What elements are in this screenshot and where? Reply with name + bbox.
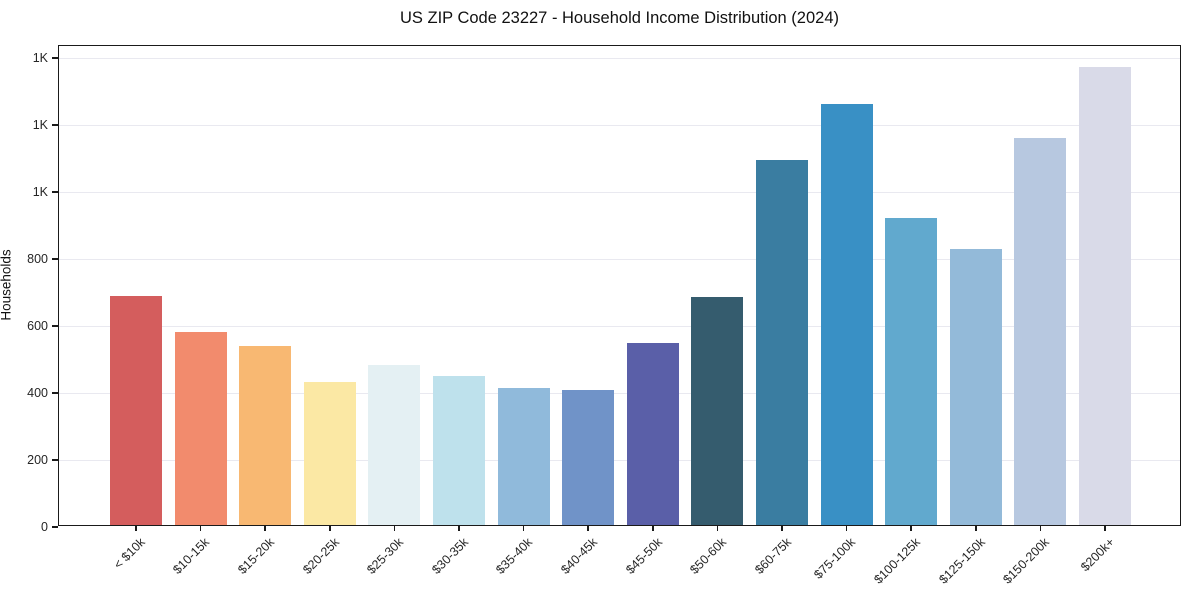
x-tick-mark — [199, 525, 202, 531]
x-tick-mark — [264, 525, 266, 531]
y-tick-mark — [51, 459, 58, 461]
bar-200k — [1079, 66, 1131, 525]
x-tick-mark — [1104, 525, 1106, 531]
y-tick-mark — [51, 258, 58, 260]
bar-15-20k — [239, 345, 292, 525]
x-tick-label: $40-45k — [558, 535, 601, 577]
x-tick-label: $60-75k — [752, 535, 794, 577]
x-tick-mark — [458, 525, 460, 531]
plot-area: 0 200 400 600 800 1K 1K 1K < $10k $10-15k $15-20k $… — [27, 45, 1181, 587]
x-tick-mark — [1039, 525, 1042, 531]
x-tick-mark — [716, 525, 719, 531]
bar-45-50k — [626, 343, 679, 525]
x-tick-label: $100-125k — [871, 535, 924, 587]
y-tick-label: 200 — [27, 453, 48, 467]
y-tick-label: 800 — [27, 252, 48, 267]
gridline-y-1400 — [59, 57, 1180, 59]
bar-150-200k — [1014, 138, 1067, 525]
bar-20-25k — [303, 381, 356, 525]
x-tick-mark — [652, 525, 654, 531]
y-tick-mark — [51, 392, 58, 394]
x-tick-mark — [975, 525, 977, 531]
y-tick-mark — [51, 325, 58, 327]
bar-60-75k — [756, 159, 808, 525]
y-tick-label: 1K — [32, 185, 48, 200]
x-tick-label: $75-100k — [811, 535, 859, 582]
gridline-y-200 — [59, 459, 1180, 461]
bar-40-45k — [562, 389, 615, 525]
x-tick-mark — [393, 525, 396, 531]
y-tick-label: 600 — [27, 319, 48, 334]
bar-10-15k — [174, 331, 227, 525]
bar-35-40k — [497, 388, 550, 525]
bar-10k — [110, 295, 162, 525]
x-tick-label: $125-150k — [936, 535, 988, 587]
bar-30-35k — [433, 375, 485, 525]
x-tick-label: $20-25k — [299, 535, 342, 577]
x-tick-mark — [781, 525, 783, 531]
y-tick-label: 400 — [27, 386, 48, 401]
x-tick-mark — [845, 525, 848, 531]
x-tick-label: $10-15k — [170, 535, 213, 577]
y-tick-mark — [51, 57, 58, 59]
x-tick-label: $15-20k — [235, 535, 278, 577]
x-tick-label: $45-50k — [622, 535, 665, 577]
x-tick-mark — [910, 525, 912, 531]
bar-75-100k — [820, 104, 873, 525]
x-tick-mark — [587, 525, 589, 531]
y-tick-label: 1K — [32, 51, 48, 66]
bar-125-150k — [949, 249, 1002, 525]
x-tick-label: $50-60k — [687, 535, 730, 577]
y-tick-label: 0 — [41, 520, 48, 534]
x-tick-mark — [522, 525, 525, 531]
x-tick-label: $150-200k — [1000, 535, 1053, 587]
x-tick-label: < $10k — [111, 535, 148, 572]
x-tick-label: $30-35k — [429, 535, 471, 577]
chart-title: US ZIP Code 23227 - Household Income Dis… — [399, 9, 839, 27]
bar-50-60k — [691, 296, 744, 525]
x-tick-label: $35-40k — [493, 535, 536, 577]
y-tick-mark — [51, 191, 58, 193]
bar-25-30k — [368, 364, 421, 525]
x-tick-label: $200k+ — [1077, 535, 1117, 575]
bar-100-125k — [885, 217, 938, 525]
gridline-y-400 — [59, 392, 1180, 394]
y-tick-mark — [51, 526, 58, 528]
gridline-y-600 — [59, 325, 1180, 327]
y-tick-label: 1K — [32, 118, 48, 133]
gridline-y-800 — [59, 258, 1180, 260]
x-tick-label: $25-30k — [364, 535, 407, 577]
y-axis-label: Households — [0, 249, 14, 321]
x-tick-mark — [329, 525, 331, 531]
x-tick-mark — [135, 525, 137, 531]
y-tick-mark — [51, 124, 58, 126]
gridline-y-1200 — [59, 124, 1180, 126]
gridline-y-1000 — [59, 191, 1180, 193]
